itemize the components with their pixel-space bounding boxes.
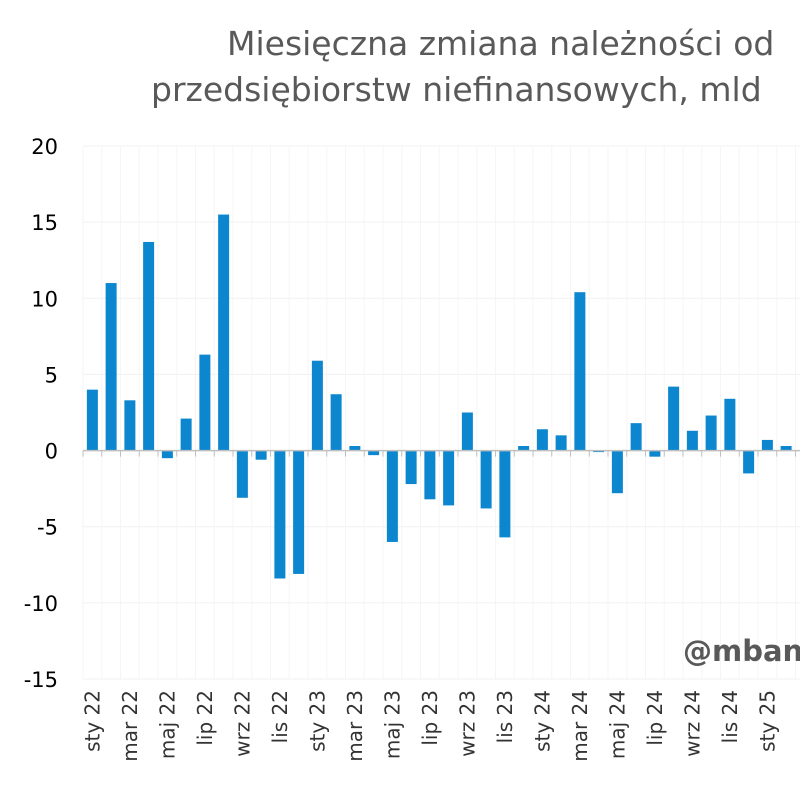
- bar: [405, 450, 417, 485]
- bar: [461, 412, 473, 451]
- x-tick-label: sty 24: [530, 690, 554, 752]
- x-tick-label: ma: [793, 690, 800, 722]
- watermark: @mban: [683, 634, 800, 668]
- x-tick-label: wrz 22: [230, 690, 254, 757]
- x-tick-label: sty 23: [305, 690, 329, 752]
- bar: [143, 241, 155, 451]
- bar: [536, 429, 548, 451]
- x-tick-label: maj 22: [155, 690, 179, 759]
- chart-title-line-1: Miesięczna zmiana należności od: [227, 24, 775, 63]
- x-tick-label: mar 23: [343, 690, 367, 762]
- x-tick-label: mar 22: [118, 690, 142, 762]
- bar: [611, 450, 623, 494]
- x-tick-label: lis 24: [718, 690, 742, 743]
- bar: [218, 214, 230, 451]
- bar: [780, 446, 792, 451]
- y-tick-label: -10: [24, 592, 58, 616]
- x-tick-label: mar 24: [568, 690, 592, 762]
- bar: [86, 389, 98, 451]
- bar: [236, 450, 248, 498]
- bar: [274, 450, 286, 579]
- bar: [574, 292, 586, 451]
- y-tick-label: 20: [31, 135, 58, 159]
- x-tick-label: maj 24: [605, 690, 629, 759]
- bar: [293, 450, 305, 574]
- x-tick-label: maj 23: [380, 690, 404, 759]
- y-tick-label: 10: [31, 287, 58, 311]
- bar: [199, 354, 211, 451]
- bar: [255, 450, 267, 460]
- bar: [686, 430, 698, 451]
- bar: [368, 450, 380, 456]
- x-tick-label: wrz 24: [680, 690, 704, 757]
- bar: [180, 418, 192, 451]
- x-tick-label: sty 25: [755, 690, 779, 752]
- x-tick-label: lip 24: [643, 690, 667, 746]
- y-tick-label: 15: [31, 211, 58, 235]
- x-tick-label: lis 23: [493, 690, 517, 743]
- bar: [161, 450, 173, 459]
- bar: [593, 450, 605, 453]
- x-tick-label: sty 22: [80, 690, 104, 752]
- bar: [443, 450, 455, 506]
- bar: [705, 415, 717, 451]
- bar: [724, 398, 736, 451]
- bar: [630, 423, 642, 451]
- bar: [105, 283, 117, 451]
- x-tick-label: lip 23: [418, 690, 442, 746]
- bar: [555, 435, 567, 451]
- bar: [761, 439, 773, 451]
- bar: [743, 450, 755, 474]
- bar: [311, 360, 323, 451]
- x-tick-label: lip 22: [193, 690, 217, 746]
- y-tick-label: 0: [45, 440, 58, 464]
- bar: [480, 450, 492, 509]
- bar: [424, 450, 436, 500]
- x-tick-label: wrz 23: [455, 690, 479, 757]
- bar: [499, 450, 511, 538]
- y-tick-label: 5: [45, 363, 58, 387]
- bar: [349, 446, 361, 451]
- bar: [518, 446, 530, 451]
- y-tick-label: -15: [24, 668, 58, 692]
- y-tick-label: -5: [37, 516, 58, 540]
- bar: [330, 394, 342, 451]
- bar: [386, 450, 398, 542]
- x-tick-label: lis 22: [268, 690, 292, 743]
- bar: [124, 400, 136, 451]
- chart-title-line-2: przedsiębiorstw niefinansowych, mld: [151, 70, 762, 109]
- bar: [649, 450, 661, 457]
- bar: [668, 386, 680, 451]
